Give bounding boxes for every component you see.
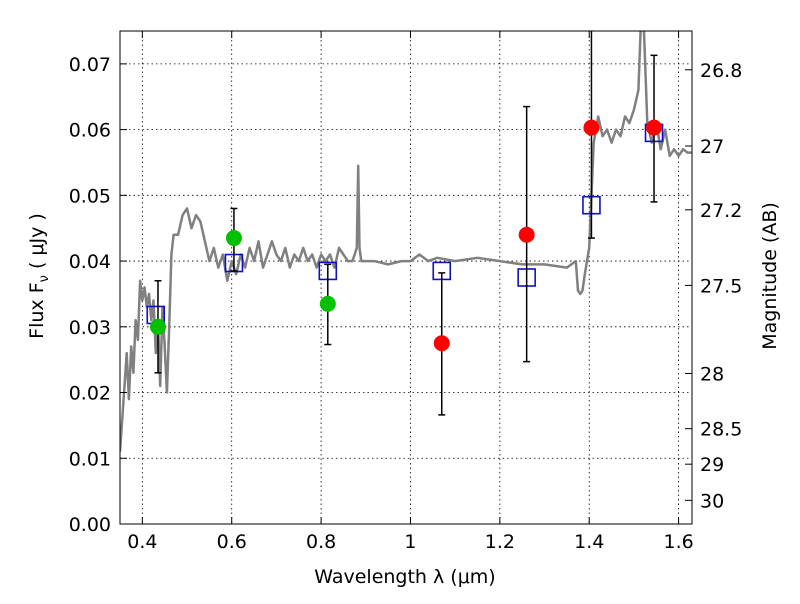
grid [120, 31, 692, 525]
plot-area [120, 31, 692, 452]
y-axis-label-subscript: ν [37, 275, 52, 282]
y2-tick-label: 29 [700, 454, 724, 476]
y2-tick-label: 28 [700, 363, 724, 385]
x-tick-label: 0.4 [127, 531, 157, 553]
plot-frame [119, 30, 693, 525]
y2-axis-label: Magnitude (AB) [759, 202, 781, 350]
x-axis-label: Wavelength λ (μm) [314, 566, 495, 588]
y2-tick-label: 30 [700, 490, 724, 512]
detection-point [518, 226, 535, 243]
detection-point [433, 335, 450, 352]
y2-tick-label: 27.2 [700, 200, 742, 222]
y2-tick-label: 27 [700, 136, 724, 158]
y2-tick-label: 26.8 [700, 60, 742, 82]
y2-tick-label: 28.5 [700, 419, 742, 441]
measured-point [225, 230, 242, 247]
measured-point [149, 318, 166, 335]
y-tick-label: 0.02 [69, 383, 111, 405]
x-tick-label: 0.6 [217, 531, 247, 553]
axes: 0.4 0.6 0.8 1 1.2 1.4 1.6 0.00 0.01 0.02 0.03 0.04 0… [69, 31, 742, 553]
y-tick-label: 0.04 [69, 251, 111, 273]
y-axis-label-unit: ( μJy ) [26, 213, 48, 275]
y2-tick-label: 27.5 [700, 275, 742, 297]
spectrum-line [120, 31, 692, 452]
y-tick-label: 0.03 [69, 317, 111, 339]
x-tick-label: 1 [404, 531, 416, 553]
y-tick-label: 0.06 [69, 120, 111, 142]
detection-point [583, 119, 600, 136]
y-tick-label: 0.07 [69, 54, 111, 76]
y-tick-label: 0.00 [69, 514, 111, 536]
y-axis-label-main: Flux F [26, 282, 48, 338]
x-tick-label: 1.2 [485, 531, 515, 553]
detection-point [646, 119, 663, 136]
x-tick-label: 1.4 [574, 531, 604, 553]
x-tick-label: 0.8 [306, 531, 336, 553]
y-axis-label: Flux Fν ( μJy ) [26, 213, 52, 339]
y-tick-label: 0.05 [69, 185, 111, 207]
measured-point [319, 295, 336, 312]
x-tick-label: 1.6 [663, 531, 693, 553]
y-tick-label: 0.01 [69, 448, 111, 470]
